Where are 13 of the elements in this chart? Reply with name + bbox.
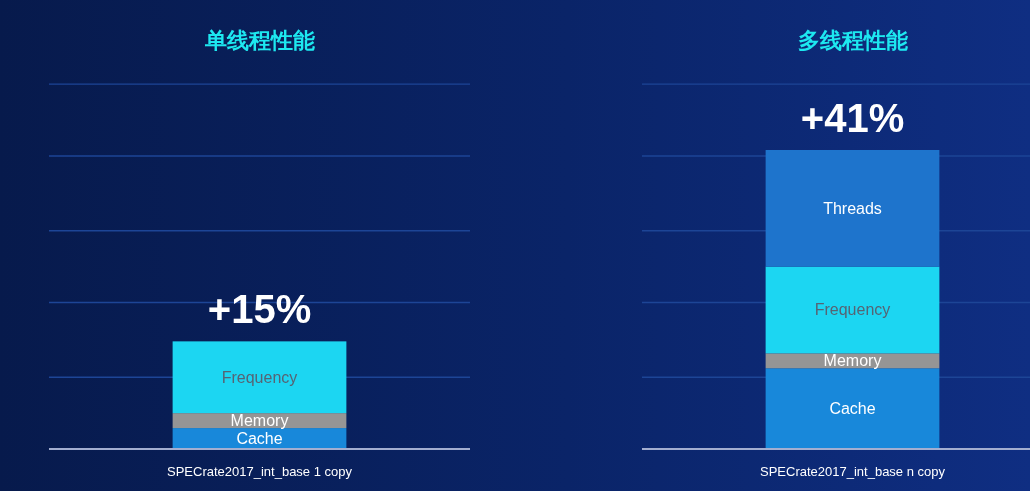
series-label: Memory [823, 352, 882, 370]
series-label: Memory [230, 412, 289, 430]
x-tick-label: SPECrate2017_int_base 1 copy [166, 464, 353, 479]
x-tick-label: SPECrate2017_int_base n copy [759, 464, 946, 479]
annotation: +15% [207, 287, 312, 332]
text: 多线程性能 [797, 28, 908, 53]
series-label: Frequency [221, 368, 298, 386]
series-label: Cache [236, 430, 283, 448]
text: 单线程性能 [203, 28, 315, 53]
annotation: +41% [800, 96, 905, 140]
series-label: Frequency [814, 301, 891, 319]
series-label: Threads [823, 199, 882, 217]
series-label: Cache [829, 400, 876, 418]
